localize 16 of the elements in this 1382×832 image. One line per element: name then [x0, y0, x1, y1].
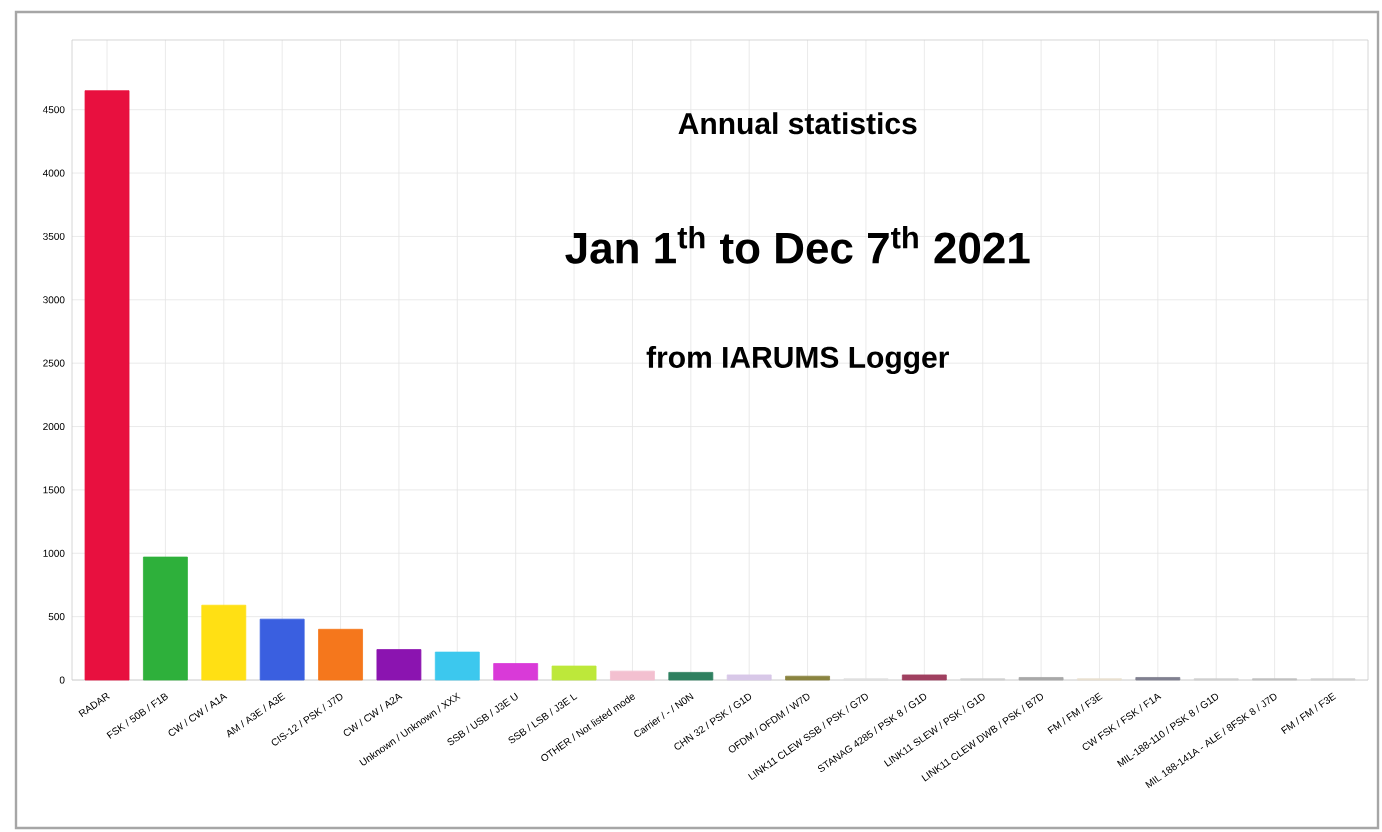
bar: [201, 604, 247, 681]
text: Jan 1$^{th}$ to Dec 7$^{th}$ 2021: [565, 225, 1030, 264]
bar: [610, 670, 655, 681]
bar: [259, 618, 305, 681]
bar: [726, 674, 772, 681]
text: Annual statistics: [678, 112, 917, 135]
bar: [434, 651, 480, 681]
bar: [668, 672, 714, 681]
bar: [318, 628, 363, 681]
bar: [143, 556, 188, 681]
bar: [901, 674, 947, 681]
bar: [376, 649, 422, 681]
bar: [551, 665, 597, 681]
bar: [493, 663, 539, 681]
annotation: from IARUMS Logger: [646, 345, 949, 375]
bar: [84, 90, 130, 681]
